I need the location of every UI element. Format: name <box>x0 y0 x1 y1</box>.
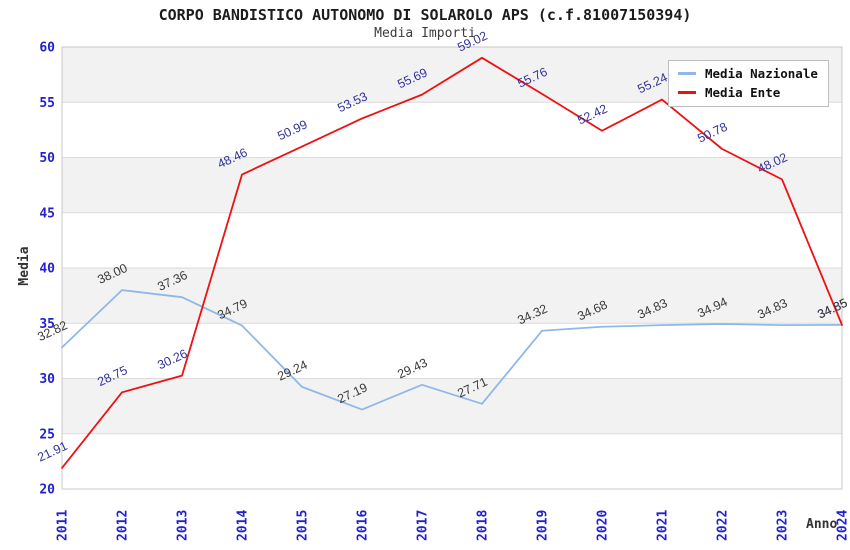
x-tick-label: 2021 <box>656 510 671 541</box>
x-tick-label: 2012 <box>116 510 131 541</box>
x-tick-label: 2017 <box>416 510 431 541</box>
x-tick-label: 2019 <box>536 510 551 541</box>
chart-title: CORPO BANDISTICO AUTONOMO DI SOLAROLO AP… <box>158 6 692 24</box>
x-tick-label: 2013 <box>176 510 191 541</box>
legend-swatch-media-ente <box>678 91 696 94</box>
y-tick-label: 35 <box>39 317 55 332</box>
x-tick-label: 2018 <box>476 510 491 541</box>
y-tick-label: 20 <box>39 483 55 498</box>
series-line-media-ente <box>61 56 843 469</box>
plot-band <box>62 268 842 324</box>
x-tick-label: 2014 <box>236 510 251 541</box>
y-tick-label: 25 <box>39 427 55 442</box>
x-tick-label: 2011 <box>56 510 71 541</box>
y-tick-label: 30 <box>39 372 55 387</box>
legend-item-media-ente: Media Ente <box>678 85 818 100</box>
x-axis-title: Anno <box>806 517 838 532</box>
y-tick-label: 60 <box>39 41 55 56</box>
x-tick-label: 2022 <box>716 510 731 541</box>
x-tick-label: 2024 <box>836 510 850 541</box>
plot-band <box>62 378 842 434</box>
y-tick-label: 40 <box>39 262 55 277</box>
plot-band <box>62 157 842 213</box>
legend-label: Media Ente <box>705 85 781 100</box>
x-tick-label: 2023 <box>776 510 791 541</box>
x-tick-label: 2020 <box>596 510 611 541</box>
y-tick-label: 55 <box>39 96 55 111</box>
legend-item-media-nazionale: Media Nazionale <box>678 66 818 81</box>
series-line-media-nazionale <box>61 289 843 411</box>
x-tick-label: 2015 <box>296 510 311 541</box>
chart-subtitle: Media Importi <box>374 26 476 41</box>
y-axis-title: Media <box>17 246 32 286</box>
legend-swatch-media-nazionale <box>678 72 696 75</box>
legend-label: Media Nazionale <box>705 66 818 81</box>
plot-border <box>61 46 843 490</box>
legend: Media Nazionale Media Ente <box>668 60 829 107</box>
y-tick-label: 50 <box>39 151 55 166</box>
y-tick-label: 45 <box>39 206 55 221</box>
x-tick-label: 2016 <box>356 510 371 541</box>
